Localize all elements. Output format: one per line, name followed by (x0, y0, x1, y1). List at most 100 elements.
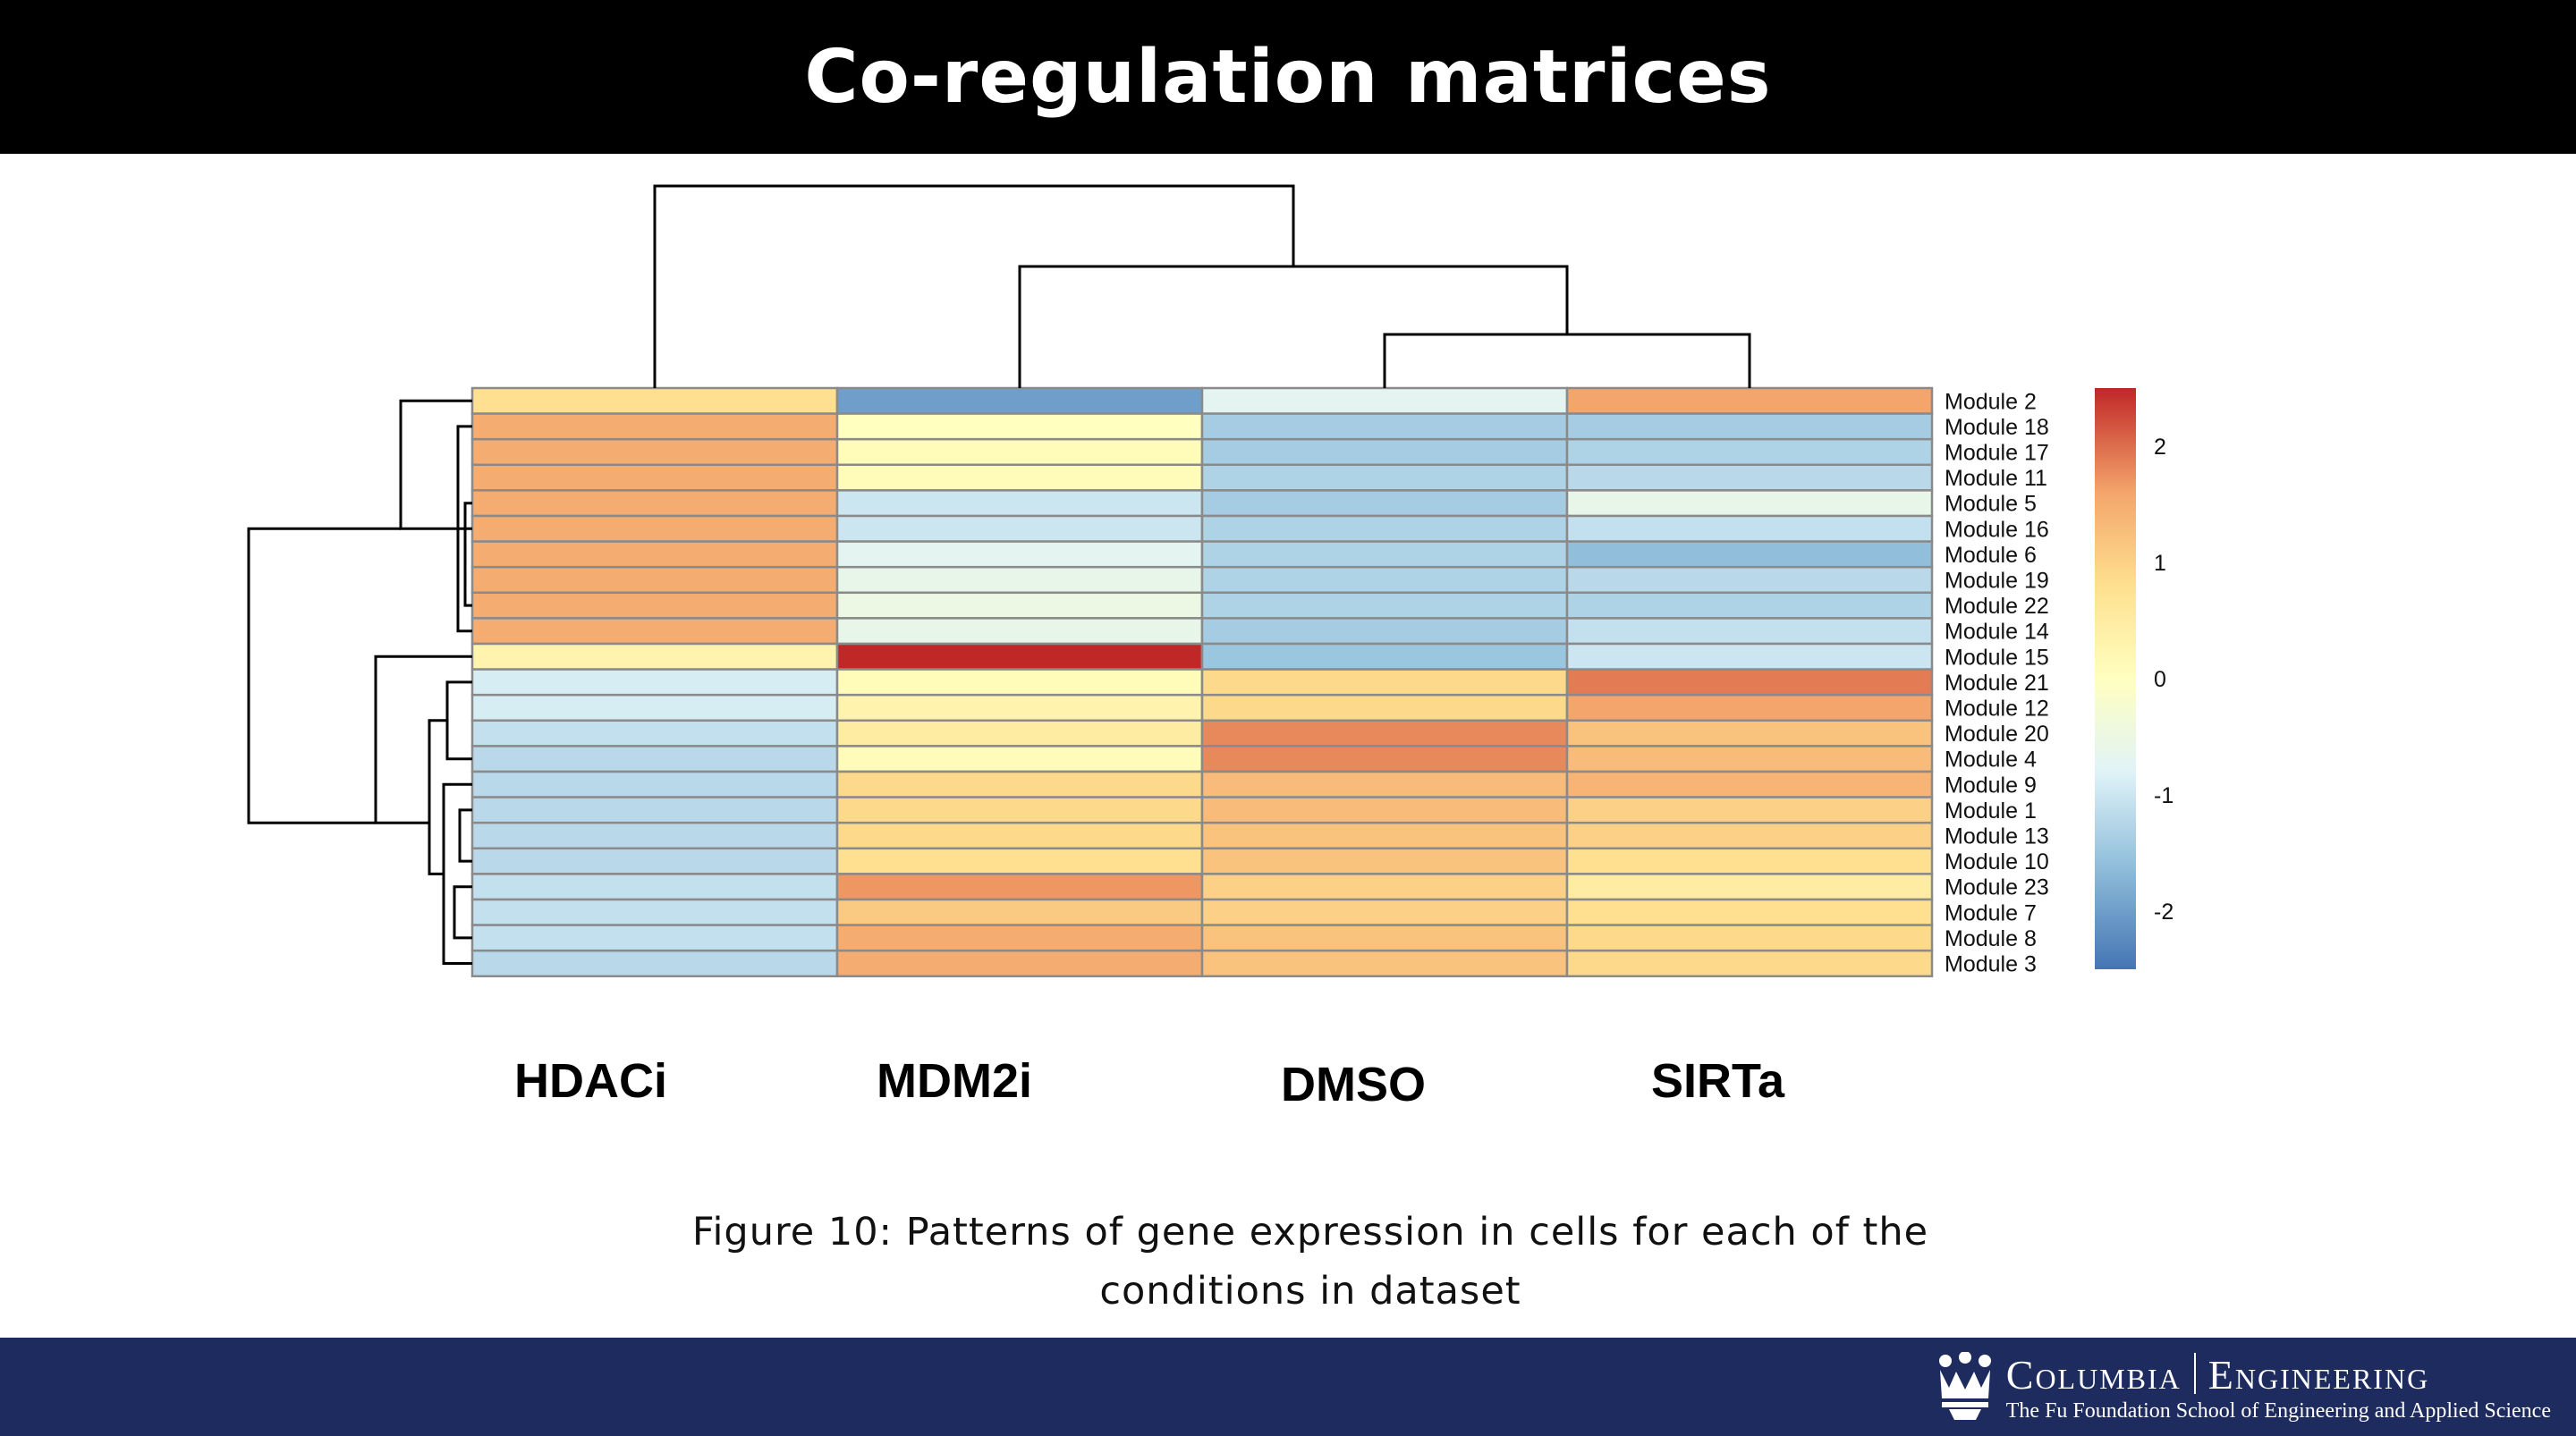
row-dendrogram-branch (445, 680, 472, 761)
heatmap-cell (1200, 642, 1569, 671)
row-label: Module 18 (1945, 415, 2049, 440)
row-label: Module 1 (1945, 798, 2037, 824)
heatmap-cell (1565, 693, 1934, 722)
heatmap-cell (1200, 489, 1569, 518)
heatmap-cell (835, 924, 1204, 952)
heatmap-cell (1200, 565, 1569, 595)
heatmap-cell (835, 617, 1204, 646)
heatmap-cell (1565, 591, 1934, 620)
row-label: Module 12 (1945, 697, 2049, 722)
heatmap-cell (835, 770, 1204, 798)
heatmap-cell (470, 668, 839, 697)
row-label: Module 8 (1945, 926, 2037, 951)
heatmap-cell (835, 745, 1204, 773)
heatmap-cell (1565, 617, 1934, 646)
caption-line-1: Figure 10: Patterns of gene expression i… (691, 1210, 1929, 1254)
heatmap-cell (470, 437, 839, 467)
heatmap-cell (1565, 719, 1934, 748)
column-label-mdm2i: MDM2i (877, 1054, 1032, 1108)
row-dendrogram-branch (458, 808, 472, 863)
heatmap-cell (835, 437, 1204, 467)
title-bar: Co-regulation matrices (0, 0, 2576, 154)
heatmap-cell (835, 463, 1204, 492)
heatmap-cell (1565, 463, 1934, 492)
heatmap-cell (835, 514, 1204, 543)
row-label: Module 14 (1945, 620, 2049, 645)
heatmap-cell (1565, 565, 1934, 595)
column-dendrogram-branch (1018, 265, 1569, 388)
row-label: Module 19 (1945, 569, 2049, 594)
row-label: Module 13 (1945, 824, 2049, 849)
heatmap-cell (470, 617, 839, 646)
heatmap-cell (1200, 437, 1569, 467)
heatmap-cell (470, 873, 839, 901)
heatmap-cell (1200, 745, 1569, 773)
row-label: Module 6 (1945, 543, 2037, 568)
heatmap-cell (470, 540, 839, 569)
heatmap-cell (1565, 847, 1934, 875)
heatmap-cell (835, 821, 1204, 850)
heatmap-cell (470, 591, 839, 620)
column-label-dmso: DMSO (1281, 1058, 1426, 1111)
heatmap-cell (835, 591, 1204, 620)
row-dendrogram-branch (374, 655, 472, 824)
heatmap-cell (470, 386, 839, 415)
heatmap-cell (470, 898, 839, 926)
heatmap-cell (1200, 386, 1569, 415)
heatmap-cell (1200, 924, 1569, 952)
row-dendrogram-branch (399, 399, 472, 530)
heatmap-cell (1565, 489, 1934, 518)
heatmap-cell (1565, 642, 1934, 671)
heatmap-cell (470, 642, 839, 671)
row-dendrogram-branch (456, 425, 472, 633)
color-scale-tick: 0 (2154, 667, 2166, 692)
heatmap-cell (835, 796, 1204, 824)
heatmap-cell (835, 565, 1204, 595)
figure-caption: Figure 10: Patterns of gene expression i… (537, 1203, 2084, 1321)
heatmap-cell (1565, 821, 1934, 850)
row-label: Module 20 (1945, 722, 2049, 747)
heatmap-cell (470, 949, 839, 978)
heatmap-cell (1565, 540, 1934, 569)
heatmap-cell (470, 796, 839, 824)
column-dendrogram-branch (653, 184, 1295, 388)
heatmap-cell (1200, 847, 1569, 875)
heatmap-cell (470, 770, 839, 798)
heatmap-cell (1565, 412, 1934, 441)
row-label: Module 11 (1945, 466, 2047, 491)
row-label: Module 7 (1945, 900, 2037, 925)
heatmap-cell (1200, 540, 1569, 569)
color-scale-tick: 1 (2154, 551, 2166, 576)
heatmap-cell (1200, 770, 1569, 798)
heatmap-cell (1200, 821, 1569, 850)
heatmap-cell (1200, 463, 1569, 492)
heatmap-cell (1565, 745, 1934, 773)
heatmap-cell (835, 412, 1204, 441)
heatmap-cell (835, 642, 1204, 671)
heatmap-cell (1200, 591, 1569, 620)
row-dendrogram-branch (442, 782, 472, 965)
heatmap-cell (1200, 719, 1569, 748)
heatmap-cell (835, 540, 1204, 569)
crown-icon (1938, 1352, 1991, 1420)
heatmap-cell (835, 847, 1204, 875)
heatmap-cell (470, 821, 839, 850)
caption-line-2: conditions in dataset (1099, 1269, 1521, 1314)
column-label-sirta: SIRTa (1651, 1054, 1785, 1108)
heatmap-cell (1565, 386, 1934, 415)
row-label: Module 9 (1945, 773, 2037, 798)
heatmap-cell (470, 693, 839, 722)
row-label: Module 23 (1945, 875, 2049, 900)
heatmap-cell (1200, 898, 1569, 926)
footer-bar: Columbia Engineering The Fu Foundation Sc… (0, 1338, 2576, 1436)
heatmap-cell (470, 463, 839, 492)
row-label: Module 15 (1945, 645, 2049, 670)
row-dendrogram-branch (463, 502, 472, 607)
columbia-engineering-logo: Columbia Engineering The Fu Foundation Sc… (1936, 1352, 2551, 1423)
heatmap-cell (835, 489, 1204, 518)
heatmap-cell (1565, 437, 1934, 467)
heatmap-cell (1565, 796, 1934, 824)
logo-name-right: Engineering (2207, 1352, 2430, 1398)
column-dendrogram-branch (1383, 333, 1751, 388)
